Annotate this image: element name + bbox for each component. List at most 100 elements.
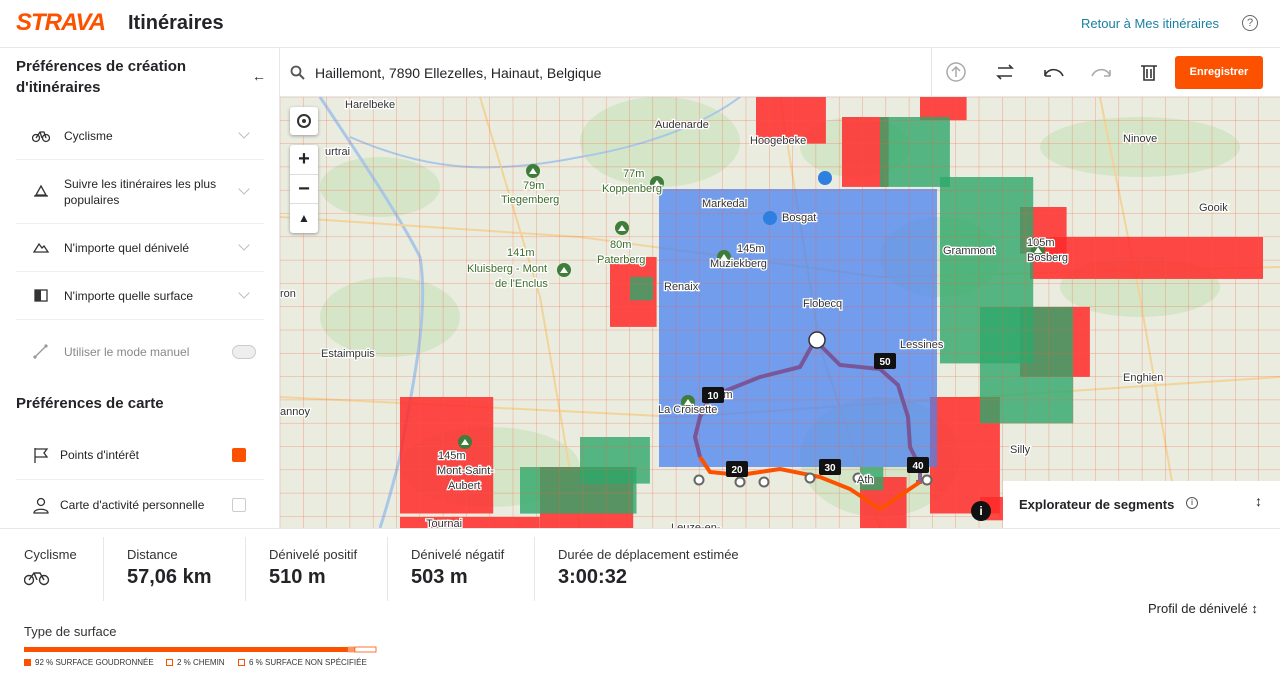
toggle[interactable]: [232, 345, 256, 359]
checkbox[interactable]: [232, 448, 260, 462]
place-label: Harelbeke: [345, 99, 395, 111]
option-icon: [34, 184, 48, 197]
poi-glyph: [1034, 247, 1042, 253]
waypoint[interactable]: [758, 476, 770, 488]
info-button[interactable]: i: [971, 501, 991, 521]
river: [318, 97, 425, 528]
route-option[interactable]: N'importe quel dénivelé: [16, 224, 264, 272]
road: [479, 97, 581, 528]
start-marker[interactable]: [808, 331, 826, 349]
map-option[interactable]: Points d'intérêt: [16, 430, 264, 480]
locate-button[interactable]: [290, 107, 318, 135]
poi-icon[interactable]: [818, 171, 832, 185]
search-input[interactable]: Haillemont, 7890 Ellezelles, Hainaut, Be…: [315, 65, 602, 81]
stat-value: 3:00:32: [558, 566, 627, 588]
heatmap-cell: [980, 307, 1074, 424]
option-label: Cyclisme: [64, 129, 113, 143]
stat-value: 57,06 km: [127, 566, 212, 588]
poi-icon[interactable]: [763, 211, 777, 225]
poi-glyph: [461, 439, 469, 445]
place-label: Enghien: [1123, 372, 1163, 384]
place-label: 145m: [438, 450, 466, 462]
map-option[interactable]: Carte d'activité personnelle: [16, 480, 264, 530]
heatmap-cell: [400, 397, 494, 514]
road: [1099, 97, 1181, 528]
waypoint[interactable]: [734, 476, 746, 488]
map[interactable]: Harelbeke Audenarde Hoogebeke Ninove urtrai 7…: [280, 97, 1280, 528]
toolbar: [946, 62, 1157, 82]
place-label: 77m: [623, 168, 644, 180]
waypoint[interactable]: [804, 472, 816, 484]
option-label: Points d'intérêt: [60, 448, 140, 462]
route-summary: Cyclisme Distance 57,06 km Dénivelé positif…: [0, 528, 1280, 682]
upload-button[interactable]: [946, 62, 966, 82]
search-icon: [290, 65, 305, 80]
stat: Cyclisme: [23, 547, 77, 591]
km-label: 40: [912, 461, 924, 472]
help-button[interactable]: ?: [1242, 15, 1258, 31]
save-button[interactable]: Enregistrer: [1175, 56, 1263, 89]
reverse-button[interactable]: [996, 64, 1014, 80]
place-label: Ninove: [1123, 133, 1157, 145]
legend-swatch: [238, 659, 245, 666]
map-canvas[interactable]: Harelbeke Audenarde Hoogebeke Ninove urtrai 7…: [280, 97, 1280, 528]
heatmap-cell: [920, 97, 967, 121]
zoom-out[interactable]: −: [290, 174, 318, 203]
place-label: Hoogebeke: [750, 135, 806, 147]
stat: Distance 57,06 km: [127, 547, 212, 589]
waypoint[interactable]: [693, 474, 705, 486]
logo[interactable]: STRAVA: [16, 9, 106, 36]
redo-button[interactable]: [1091, 68, 1111, 77]
waypoint[interactable]: [852, 472, 864, 484]
divider: [103, 537, 104, 601]
place-label: Tiegemberg: [501, 194, 559, 206]
legend-item: 92 % SURFACE GOUDRONNÉE: [24, 658, 154, 667]
legend-swatch: [166, 659, 173, 666]
place-label: annoy: [280, 406, 310, 418]
surface-segment: [347, 646, 356, 653]
option-icon: [32, 242, 50, 253]
km-marker: [874, 353, 896, 369]
expand-icon[interactable]: ↕: [1255, 493, 1262, 509]
poi-glyph: [720, 254, 728, 260]
section-title: Préférences de création d'itinéraires: [16, 58, 187, 96]
km-marker: [702, 387, 724, 403]
woodland: [320, 277, 460, 357]
chevron: [238, 239, 250, 251]
legend-swatch: [24, 659, 31, 666]
heatmap-cell: [400, 517, 540, 528]
elevation-toggle[interactable]: Profil de dénivelé ↕: [1148, 601, 1258, 616]
route-option[interactable]: Suivre les itinéraires les plus populair…: [16, 160, 264, 224]
poi-glyph: [529, 168, 537, 174]
segments-panel[interactable]: Explorateur de segments i ↕: [1003, 481, 1280, 528]
divider: [534, 537, 535, 601]
place-label: Estaimpuis: [321, 348, 375, 360]
surface-legend: 92 % SURFACE GOUDRONNÉE 2 % CHEMIN 6 % SUR…: [24, 658, 524, 672]
stat-label: Durée de déplacement estimée: [558, 547, 739, 562]
surface-title: Type de surface: [24, 624, 117, 639]
info-icon[interactable]: i: [1186, 497, 1198, 509]
km-label: 20: [731, 465, 743, 476]
stat: Dénivelé négatif 503 m: [411, 547, 504, 589]
surface-segment: [354, 646, 377, 653]
place-label: Muziekberg: [710, 258, 767, 270]
stat-value: 510 m: [269, 566, 326, 588]
chevron: [238, 183, 250, 195]
option-icon: [33, 497, 49, 514]
route-option[interactable]: N'importe quelle surface: [16, 272, 264, 320]
waypoint[interactable]: [921, 474, 933, 486]
checkbox[interactable]: [232, 498, 246, 512]
place-label: Kluisberg - Mont: [467, 263, 547, 275]
divider: [245, 537, 246, 601]
undo-button[interactable]: [1044, 68, 1064, 77]
poi-glyph: [560, 267, 568, 273]
woodland: [1040, 117, 1240, 177]
back-link[interactable]: Retour à Mes itinéraires: [1081, 16, 1219, 31]
route-option[interactable]: Utiliser le mode manuel: [16, 320, 264, 384]
heatmap-cell: [880, 117, 950, 187]
compass[interactable]: ▲: [290, 203, 318, 232]
delete-button[interactable]: [1141, 65, 1157, 81]
zoom-in[interactable]: +: [298, 148, 310, 170]
route-option[interactable]: Cyclisme: [16, 112, 264, 160]
collapse-button[interactable]: ←: [252, 68, 266, 84]
